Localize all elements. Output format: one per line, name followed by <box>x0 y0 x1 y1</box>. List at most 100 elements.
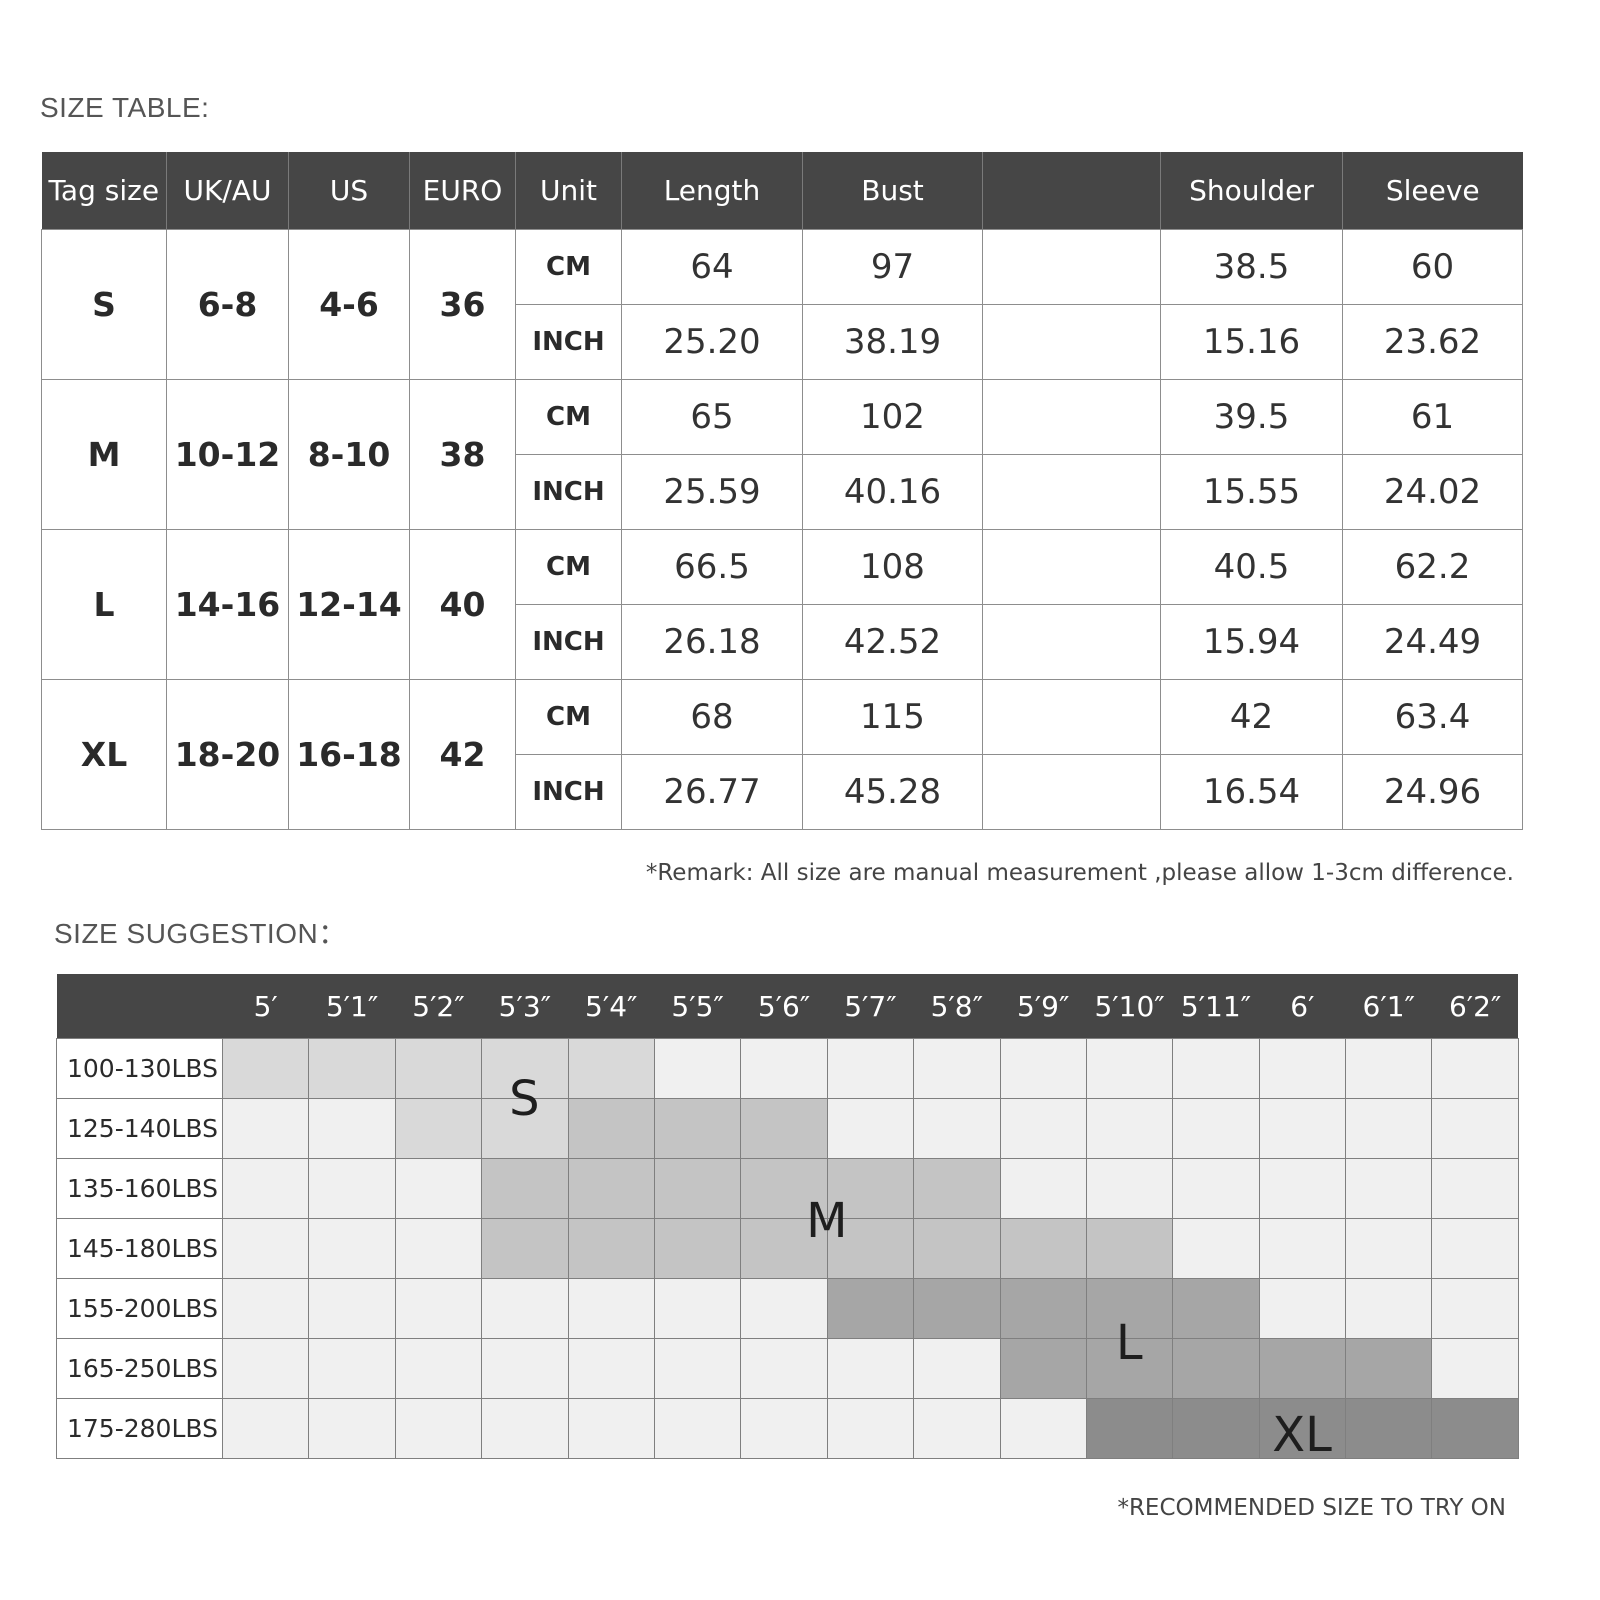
empty-cell <box>1172 1038 1260 1099</box>
zone-cell-s <box>221 1038 310 1099</box>
zone-cell-m <box>913 1158 1001 1219</box>
zone-cell-l <box>1172 1338 1260 1399</box>
height-header: 5′4″ <box>568 974 655 1039</box>
empty-cell <box>999 1158 1087 1219</box>
empty-cell <box>653 1338 742 1399</box>
empty-cell <box>740 1038 828 1099</box>
empty-cell <box>826 1338 915 1399</box>
empty-cell <box>826 1098 915 1159</box>
zone-cell-s <box>394 1098 483 1159</box>
blank-cell <box>982 529 1161 605</box>
length-cell: 65 <box>621 379 803 455</box>
unit-cell: CM <box>515 379 622 455</box>
height-header: 5′3″ <box>481 974 569 1039</box>
empty-cell <box>221 1338 310 1399</box>
size-row-s-cm: S 6-8 4-6 36 CM 64 97 38.5 60 <box>41 229 1523 380</box>
empty-cell <box>1172 1158 1260 1219</box>
empty-cell <box>826 1398 915 1459</box>
empty-cell <box>221 1278 310 1339</box>
blank-cell <box>982 679 1161 755</box>
sleeve-cell: 23.62 <box>1342 304 1523 380</box>
empty-cell <box>481 1278 569 1339</box>
empty-cell <box>481 1398 569 1459</box>
zone-cell-s <box>567 1038 655 1099</box>
empty-cell <box>653 1038 742 1099</box>
height-header-row: 5′ 5′1″ 5′2″ 5′3″ 5′4″ 5′5″ 5′6″ 5′7″ 5′8″ 5′9″ 5′… <box>56 974 1519 1039</box>
empty-cell <box>1431 1338 1519 1399</box>
uk-au-cell: 10-12 <box>166 379 289 530</box>
length-cell: 68 <box>621 679 803 755</box>
us-cell: 16-18 <box>288 679 410 830</box>
zone-cell-l <box>1085 1278 1174 1339</box>
bust-cell: 102 <box>802 379 983 455</box>
tag-size-cell: M <box>41 379 167 530</box>
weight-label: 145-180LBS <box>56 1218 223 1279</box>
empty-cell <box>394 1218 483 1279</box>
empty-cell <box>653 1278 742 1339</box>
weight-row: 100-130LBS <box>56 1038 1519 1099</box>
sleeve-cell: 24.96 <box>1342 754 1523 830</box>
empty-cell <box>1345 1038 1433 1099</box>
size-row-m-inch: INCH 25.59 40.16 15.55 24.02 <box>42 454 1523 530</box>
zone-cell-m <box>567 1218 655 1279</box>
zone-label-s: S <box>509 1071 540 1127</box>
size-suggestion-title: SIZE SUGGESTION： <box>54 918 347 949</box>
empty-cell <box>308 1218 396 1279</box>
empty-cell <box>1258 1038 1347 1099</box>
zone-cell-m <box>826 1218 915 1279</box>
height-header: 5′11″ <box>1172 974 1260 1039</box>
empty-cell <box>308 1398 396 1459</box>
unit-cell: CM <box>515 229 622 305</box>
height-header: 6′1″ <box>1345 974 1432 1039</box>
empty-cell <box>740 1398 828 1459</box>
euro-cell: 40 <box>409 529 516 680</box>
zone-cell-l <box>1345 1338 1433 1399</box>
zone-cell-m <box>653 1158 742 1219</box>
weight-row: 135-160LBS <box>56 1158 1519 1219</box>
empty-cell <box>913 1338 1001 1399</box>
empty-cell <box>826 1038 915 1099</box>
height-header: 5′8″ <box>913 974 1001 1039</box>
bust-cell: 115 <box>802 679 983 755</box>
empty-cell <box>1345 1278 1433 1339</box>
size-suggestion-table: 5′ 5′1″ 5′2″ 5′3″ 5′4″ 5′5″ 5′6″ 5′7″ 5′8″ 5′9″ 5′… <box>56 974 1519 1459</box>
weight-row: 175-280LBS <box>56 1398 1519 1459</box>
height-header: 5′5″ <box>654 974 741 1039</box>
shoulder-cell: 15.16 <box>1160 304 1343 380</box>
unit-cell: CM <box>515 679 622 755</box>
weight-row: 125-140LBS <box>56 1098 1519 1159</box>
shoulder-cell: 40.5 <box>1160 529 1343 605</box>
unit-cell: INCH <box>515 304 622 380</box>
size-row-l-cm: L 14-16 12-14 40 CM 66.5 108 40.5 62.2 <box>41 529 1523 680</box>
empty-cell <box>1431 1158 1519 1219</box>
size-table-header: Tag size UK/AU US EURO Unit Length Bust … <box>41 152 1523 230</box>
height-header: 5′7″ <box>827 974 914 1039</box>
length-cell: 25.59 <box>621 454 803 530</box>
empty-cell <box>1085 1158 1174 1219</box>
zone-cell-l <box>999 1278 1087 1339</box>
euro-cell: 36 <box>409 229 516 380</box>
zone-cell-xl <box>1258 1398 1347 1459</box>
empty-cell <box>394 1158 483 1219</box>
size-row-l-inch: INCH 26.18 42.52 15.94 24.49 <box>42 604 1523 680</box>
zone-cell-m <box>999 1218 1087 1279</box>
us-cell: 12-14 <box>288 529 410 680</box>
header-us: US <box>288 152 410 230</box>
bust-cell: 38.19 <box>802 304 983 380</box>
empty-cell <box>394 1278 483 1339</box>
size-remark: *Remark: All size are manual measurement… <box>645 860 1514 886</box>
zone-cell-m <box>653 1218 742 1279</box>
header-uk-au: UK/AU <box>166 152 289 230</box>
zone-cell-m <box>740 1098 828 1159</box>
tag-size-cell: S <box>41 229 167 380</box>
sleeve-cell: 24.49 <box>1342 604 1523 680</box>
empty-cell <box>653 1398 742 1459</box>
bust-cell: 97 <box>802 229 983 305</box>
zone-cell-m <box>1085 1218 1174 1279</box>
shoulder-cell: 39.5 <box>1160 379 1343 455</box>
empty-cell <box>999 1098 1087 1159</box>
empty-cell <box>1431 1278 1519 1339</box>
empty-cell <box>308 1338 396 1399</box>
height-header: 5′1″ <box>308 974 396 1039</box>
empty-cell <box>913 1398 1001 1459</box>
